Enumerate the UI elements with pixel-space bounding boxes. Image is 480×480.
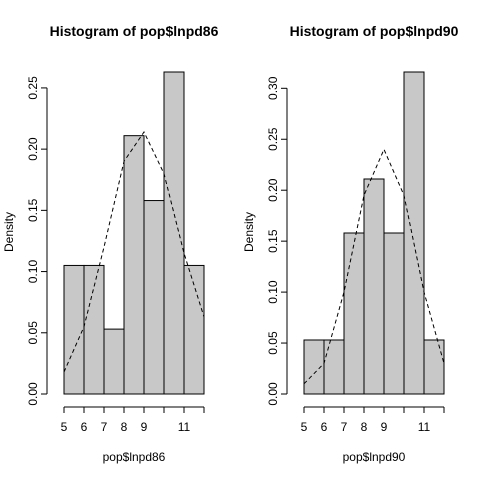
y-tick-label: 0.10 (266, 280, 280, 304)
density-curve (303, 148, 445, 385)
x-tick-label: 11 (178, 420, 191, 434)
histogram-panel-lnpd90: Histogram of pop$lnpd90 pop$lnpd90 Densi… (242, 23, 459, 464)
y-tick-label: 0.15 (26, 198, 40, 222)
y-tick-label: 0.05 (26, 321, 40, 345)
y-tick-label: 0.00 (266, 382, 280, 406)
histogram-bar (183, 264, 205, 395)
x-tick-label: 9 (381, 420, 388, 434)
y-tick-label: 0.25 (26, 76, 40, 100)
x-tick-label: 5 (301, 420, 308, 434)
histogram-bar (163, 71, 185, 395)
histogram-panel-lnpd86: Histogram of pop$lnpd86 pop$lnpd86 Densi… (2, 23, 219, 464)
histogram-bar (423, 339, 445, 395)
x-tick-label: 5 (61, 420, 68, 434)
y-tick-label: 0.10 (26, 260, 40, 284)
density-curve (63, 131, 205, 373)
histogram-bar (123, 135, 145, 395)
y-tick-label: 0.15 (266, 229, 280, 253)
histogram-bar (323, 339, 345, 395)
y-axis-label: Density (2, 212, 16, 252)
x-tick-label: 6 (81, 420, 88, 434)
x-tick-label: 6 (321, 420, 328, 434)
y-axis-label: Density (242, 212, 256, 252)
x-tick-label: 8 (361, 420, 368, 434)
histogram-bar (103, 328, 125, 395)
histogram-bar (383, 232, 405, 395)
x-tick-label: 7 (341, 420, 348, 434)
x-tick-label: 11 (418, 420, 431, 434)
y-tick-label: 0.00 (26, 382, 40, 406)
y-tick-label: 0.25 (266, 127, 280, 151)
histogram-bar (83, 264, 105, 395)
histogram-bar (403, 71, 425, 395)
x-tick-label: 9 (141, 420, 148, 434)
y-tick-label: 0.30 (266, 76, 280, 100)
x-tick-label: 7 (101, 420, 108, 434)
y-tick-label: 0.20 (266, 178, 280, 202)
x-axis-label: pop$lnpd90 (343, 450, 406, 464)
x-axis-label: pop$lnpd86 (103, 450, 166, 464)
chart-title: Histogram of pop$lnpd86 (50, 23, 219, 39)
y-tick-label: 0.05 (266, 331, 280, 355)
histogram-bar (63, 264, 85, 395)
y-tick-label: 0.20 (26, 137, 40, 161)
chart-title: Histogram of pop$lnpd90 (290, 23, 459, 39)
histogram-bar (143, 200, 165, 395)
histogram-bar (363, 178, 385, 395)
histogram-bar (343, 232, 365, 395)
x-tick-label: 8 (121, 420, 128, 434)
